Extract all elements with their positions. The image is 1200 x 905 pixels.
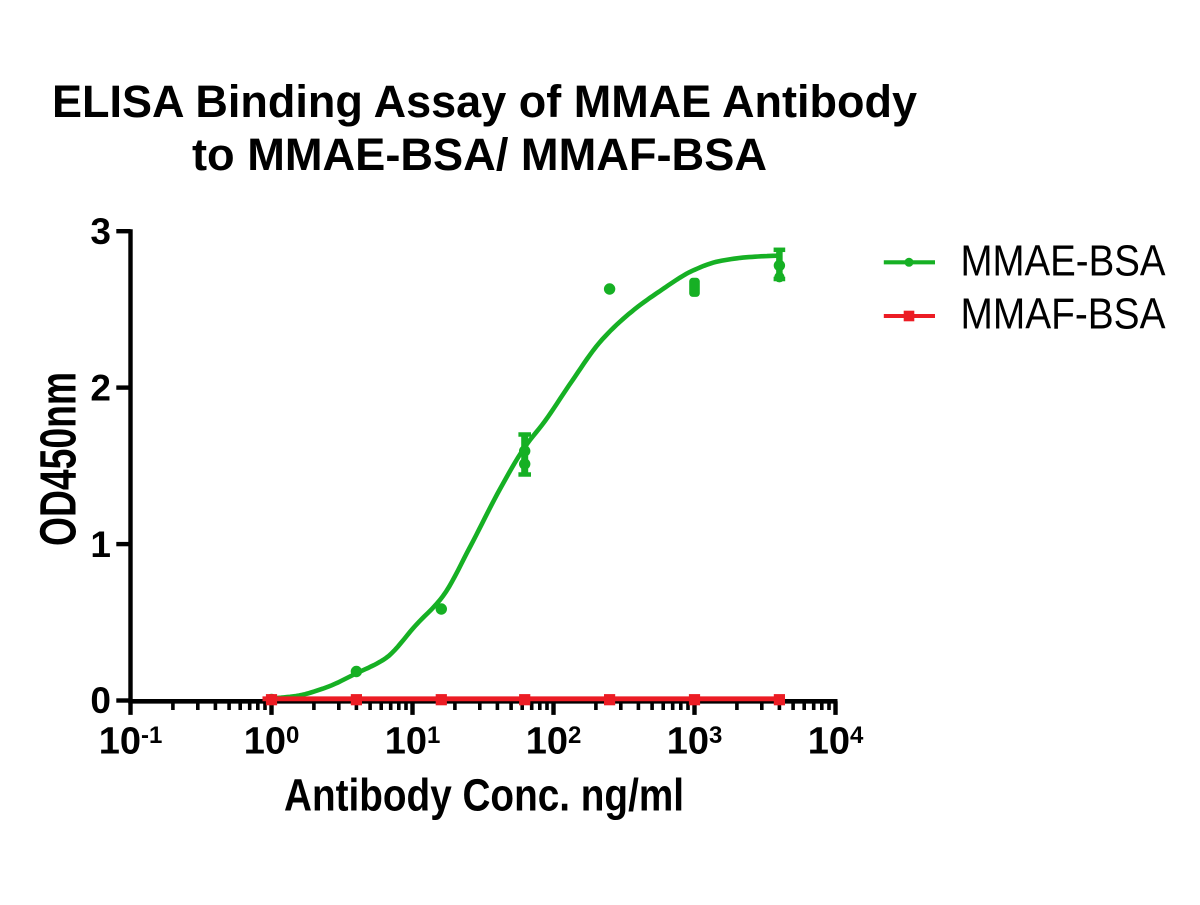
- svg-text:2: 2: [568, 722, 581, 749]
- svg-text:10: 10: [244, 721, 286, 763]
- svg-text:0: 0: [286, 722, 299, 749]
- svg-text:1: 1: [90, 524, 111, 565]
- svg-text:10: 10: [99, 721, 141, 763]
- svg-text:10: 10: [808, 721, 850, 763]
- svg-text:10: 10: [526, 721, 568, 763]
- svg-text:OD450nm: OD450nm: [30, 372, 87, 546]
- svg-text:Antibody Conc. ng/ml: Antibody Conc. ng/ml: [284, 770, 684, 821]
- svg-text:MMAF-BSA: MMAF-BSA: [961, 290, 1167, 339]
- svg-text:-1: -1: [141, 722, 162, 749]
- svg-text:0: 0: [90, 680, 111, 721]
- svg-text:10: 10: [667, 721, 709, 763]
- svg-text:2: 2: [90, 367, 111, 408]
- svg-text:3: 3: [90, 211, 111, 252]
- svg-text:ELISA Binding Assay of MMAE An: ELISA Binding Assay of MMAE Antibody: [52, 76, 917, 127]
- svg-text:1: 1: [427, 722, 440, 749]
- svg-text:3: 3: [709, 722, 722, 749]
- svg-text:to MMAE-BSA/ MMAF-BSA: to MMAE-BSA/ MMAF-BSA: [192, 129, 767, 180]
- svg-text:4: 4: [850, 722, 864, 749]
- svg-text:MMAE-BSA: MMAE-BSA: [961, 236, 1167, 285]
- svg-text:10: 10: [385, 721, 427, 763]
